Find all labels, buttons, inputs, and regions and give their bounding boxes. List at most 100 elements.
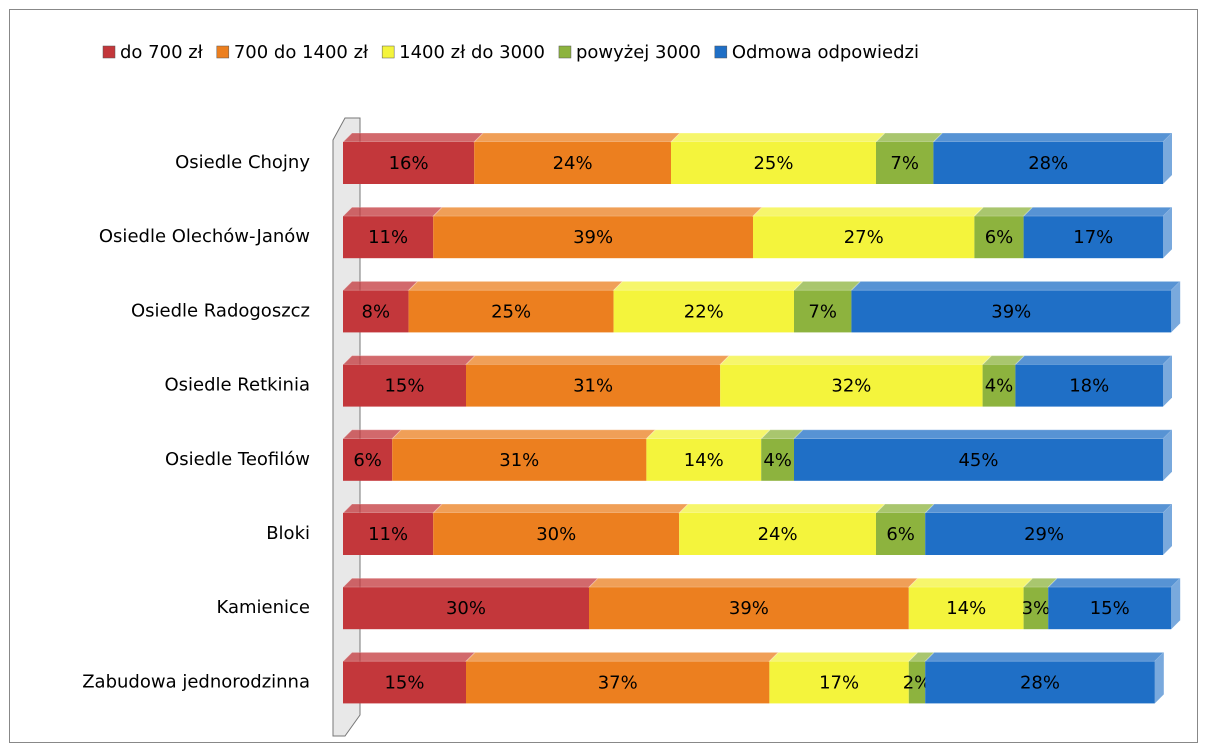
bar-segment bbox=[343, 142, 475, 184]
bar-segment bbox=[908, 587, 1024, 630]
data-label: 3% bbox=[1022, 598, 1051, 619]
data-label: 31% bbox=[573, 376, 613, 397]
bar-segment bbox=[769, 661, 909, 704]
bar-top bbox=[1022, 206, 1174, 217]
data-label: 15% bbox=[1090, 598, 1130, 619]
bar-top bbox=[341, 577, 600, 588]
y-tick-label: Osiedle Chojny bbox=[175, 152, 310, 173]
bar-end bbox=[1154, 652, 1164, 704]
data-label: 6% bbox=[985, 227, 1014, 248]
data-label: 14% bbox=[684, 450, 724, 471]
bar-top bbox=[341, 206, 444, 217]
bar-segment bbox=[343, 661, 466, 704]
bar-segment bbox=[753, 216, 975, 259]
data-label: 39% bbox=[573, 227, 613, 248]
bar-top bbox=[341, 280, 419, 291]
bar-top bbox=[751, 206, 985, 217]
bar-segment bbox=[466, 661, 770, 704]
bar-top bbox=[669, 132, 887, 143]
data-label: 27% bbox=[844, 227, 884, 248]
data-label: 4% bbox=[985, 376, 1014, 397]
bar-top bbox=[1046, 577, 1182, 588]
bar-top bbox=[431, 503, 690, 514]
data-label: 2% bbox=[903, 672, 932, 693]
bar-segment bbox=[343, 216, 434, 259]
data-label: 11% bbox=[368, 524, 408, 545]
data-label: 25% bbox=[491, 301, 531, 322]
bar-segment bbox=[589, 587, 909, 630]
y-tick-label: Osiedle Olechów-Janów bbox=[99, 226, 310, 247]
bar-segment bbox=[671, 142, 876, 184]
bar-segment bbox=[343, 587, 589, 630]
legend-label: Odmowa odpowiedzi bbox=[732, 42, 919, 63]
bar-end bbox=[1171, 578, 1181, 630]
bar-top bbox=[472, 132, 682, 143]
y-tick-label: Zabudowa jednorodzinna bbox=[82, 671, 310, 692]
bar-end bbox=[1163, 355, 1172, 407]
data-label: 14% bbox=[946, 598, 986, 619]
bar-segment bbox=[466, 364, 721, 407]
data-label: 6% bbox=[886, 524, 915, 545]
legend-swatch bbox=[714, 45, 728, 59]
bar-segment bbox=[1023, 587, 1049, 630]
bar-top bbox=[1014, 355, 1174, 366]
bar-segment bbox=[982, 364, 1016, 407]
bar-top bbox=[645, 429, 772, 440]
bar-top bbox=[874, 503, 936, 514]
y-tick-label: Kamienice bbox=[216, 597, 310, 618]
data-label: 28% bbox=[1028, 153, 1068, 174]
bar-top bbox=[792, 429, 1174, 440]
bar-end bbox=[1163, 207, 1172, 259]
data-label: 15% bbox=[384, 376, 424, 397]
data-label: 4% bbox=[763, 450, 792, 471]
bar-top bbox=[407, 280, 624, 291]
bar-top bbox=[612, 280, 805, 291]
bar-top bbox=[973, 206, 1034, 217]
bar-top bbox=[792, 280, 862, 291]
bar-segment bbox=[925, 661, 1155, 704]
bar-segment bbox=[794, 290, 852, 333]
bar-segment bbox=[646, 438, 762, 481]
bar-segment bbox=[343, 513, 434, 555]
bar-segment bbox=[851, 290, 1172, 333]
legend-swatch bbox=[381, 45, 395, 59]
bar-segment bbox=[908, 661, 926, 704]
data-label: 24% bbox=[758, 524, 798, 545]
data-label: 45% bbox=[958, 450, 998, 471]
data-label: 6% bbox=[353, 450, 382, 471]
bar-segment bbox=[1023, 216, 1163, 259]
data-label: 7% bbox=[890, 153, 919, 174]
legend-label: 1400 zł do 3000 bbox=[399, 42, 545, 63]
data-label: 15% bbox=[384, 672, 424, 693]
data-label: 17% bbox=[819, 672, 859, 693]
bar-segment bbox=[1048, 587, 1172, 630]
bar-top bbox=[874, 132, 944, 143]
data-label: 8% bbox=[362, 301, 391, 322]
legend-label: 700 do 1400 zł bbox=[234, 42, 369, 63]
bar-top bbox=[907, 577, 1034, 588]
bar-segment bbox=[679, 513, 876, 555]
bar-top bbox=[390, 429, 657, 440]
bar-top bbox=[587, 577, 920, 588]
bar-segment bbox=[974, 216, 1024, 259]
bar-segment bbox=[925, 513, 1163, 555]
bar-segment bbox=[433, 513, 680, 555]
data-label: 18% bbox=[1069, 376, 1109, 397]
data-label: 32% bbox=[831, 376, 871, 397]
bar-top bbox=[464, 355, 731, 366]
bar-segment bbox=[876, 513, 926, 555]
bar-top bbox=[718, 355, 993, 366]
y-tick-label: Bloki bbox=[266, 523, 310, 544]
data-label: 17% bbox=[1073, 227, 1113, 248]
bar-top bbox=[464, 651, 780, 662]
data-label: 24% bbox=[553, 153, 593, 174]
bar-segment bbox=[474, 142, 671, 184]
bar-segment bbox=[343, 290, 409, 333]
data-label: 16% bbox=[389, 153, 429, 174]
legend-label: do 700 zł bbox=[120, 42, 204, 63]
bar-top bbox=[341, 355, 477, 366]
data-label: 37% bbox=[598, 672, 638, 693]
bar-end bbox=[1163, 504, 1172, 555]
bar-end bbox=[1171, 281, 1181, 333]
bar-top bbox=[923, 651, 1166, 662]
